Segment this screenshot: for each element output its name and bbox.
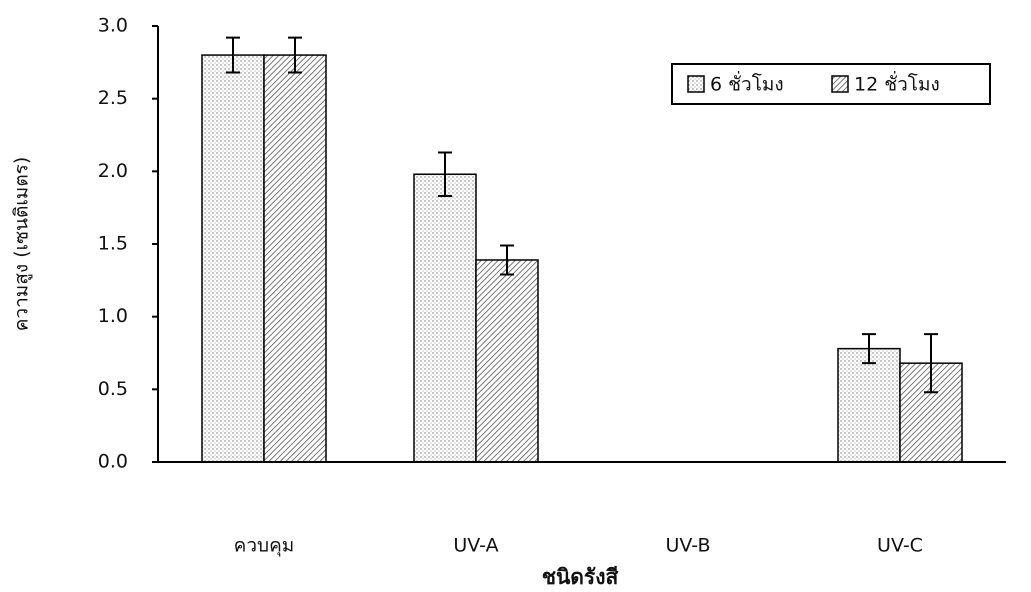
y-tick-label: 2.5 <box>98 87 128 109</box>
y-tick-label: 1.5 <box>98 233 128 255</box>
y-tick-label: 3.0 <box>98 15 128 37</box>
bar <box>475 259 539 463</box>
x-tick-label: UV-A <box>453 535 498 557</box>
error-bar <box>924 333 938 394</box>
bar <box>201 54 265 463</box>
y-tick-label: 1.0 <box>98 305 128 327</box>
x-tick-label: ควบคุม <box>234 535 295 558</box>
bar <box>413 173 477 463</box>
y-axis-title: ความสูง (เซนติเมตร) <box>11 157 33 332</box>
y-tick-label: 0.0 <box>98 451 128 473</box>
y-tick-label: 2.0 <box>98 160 128 182</box>
error-bar <box>438 151 452 198</box>
error-bar <box>862 333 876 365</box>
y-tick-label: 0.5 <box>98 378 128 400</box>
error-bar <box>288 36 302 74</box>
legend-label: 6 ชั่วโมง <box>710 71 784 96</box>
legend-swatch <box>831 75 849 93</box>
x-tick-label: UV-B <box>665 535 710 557</box>
legend-box <box>671 63 991 105</box>
error-bar <box>226 36 240 74</box>
bar <box>837 347 901 463</box>
error-bar <box>500 244 514 276</box>
bar <box>263 54 327 463</box>
x-axis-title: ชนิดรังสี <box>542 565 619 589</box>
legend-label: 12 ชั่วโมง <box>854 71 940 96</box>
x-tick-label: UV-C <box>877 535 923 557</box>
legend-swatch <box>687 75 705 93</box>
